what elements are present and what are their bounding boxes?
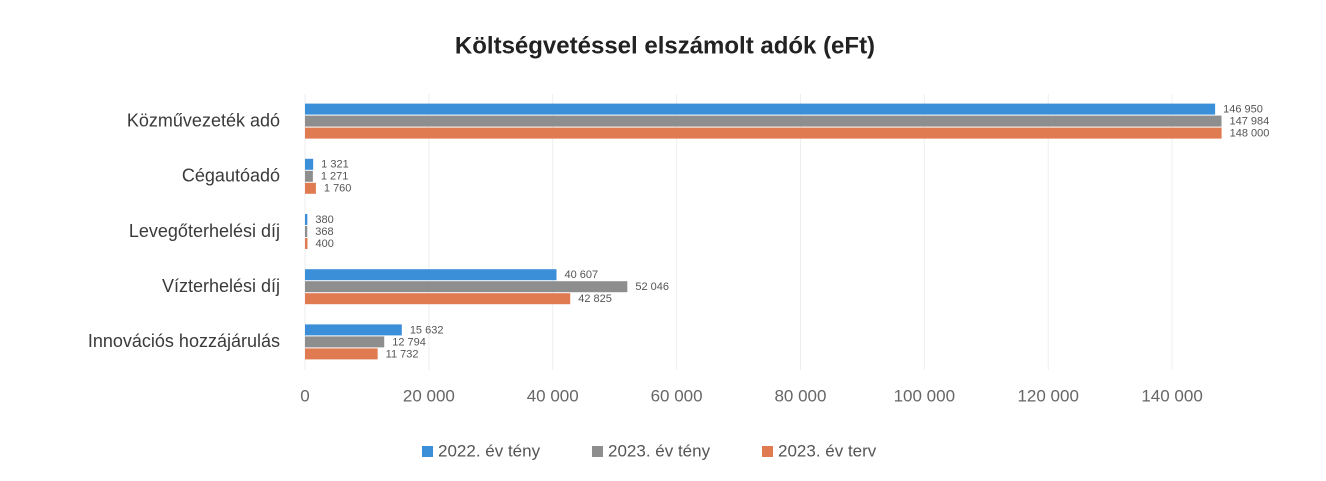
bar (305, 324, 402, 336)
x-tick-label: 100 000 (894, 386, 955, 405)
bar (305, 293, 571, 305)
legend-swatch (422, 446, 433, 457)
category-label: Levegőterhelési díj (129, 221, 280, 241)
value-label: 42 825 (578, 293, 612, 305)
x-tick-label: 20 000 (403, 386, 455, 405)
x-tick-label: 0 (300, 386, 309, 405)
value-label: 11 732 (386, 348, 419, 360)
category-label: Cégautóadó (182, 166, 280, 186)
value-label: 146 950 (1223, 104, 1263, 116)
bar (305, 238, 308, 249)
x-tick-label: 40 000 (527, 386, 579, 405)
category-label: Innovációs hozzájárulás (88, 331, 280, 351)
legend-label: 2022. év tény (438, 441, 541, 460)
value-label: 148 000 (1230, 128, 1270, 140)
value-label: 1 271 (321, 171, 349, 183)
value-label: 12 794 (392, 336, 426, 348)
legend-label: 2023. év terv (778, 441, 877, 460)
bar (305, 336, 385, 348)
value-label: 380 (315, 214, 333, 226)
bar (305, 281, 628, 293)
category-label: Közművezeték adó (127, 110, 280, 130)
value-label: 368 (315, 226, 333, 238)
value-label: 1 321 (321, 159, 349, 171)
legend-swatch (592, 446, 603, 457)
bar (305, 103, 1216, 115)
bar (305, 170, 313, 182)
value-label: 40 607 (564, 269, 598, 281)
bar (305, 226, 308, 237)
bar (305, 182, 316, 194)
x-tick-label: 140 000 (1141, 386, 1202, 405)
bar (305, 158, 314, 170)
bar (305, 115, 1222, 127)
bar (305, 269, 557, 281)
bar (305, 348, 378, 360)
legend-label: 2023. év tény (608, 441, 711, 460)
x-tick-label: 80 000 (774, 386, 826, 405)
x-tick-label: 60 000 (651, 386, 703, 405)
value-label: 147 984 (1230, 116, 1270, 128)
bar (305, 214, 308, 225)
legend-swatch (762, 446, 773, 457)
value-label: 15 632 (410, 324, 444, 336)
value-label: 1 760 (324, 183, 352, 195)
value-label: 52 046 (635, 281, 669, 293)
chart-title: Költségvetéssel elszámolt adók (eFt) (455, 32, 875, 59)
value-label: 400 (315, 238, 333, 250)
x-tick-label: 120 000 (1017, 386, 1078, 405)
category-label: Vízterhelési díj (162, 276, 280, 296)
bar (305, 127, 1222, 139)
